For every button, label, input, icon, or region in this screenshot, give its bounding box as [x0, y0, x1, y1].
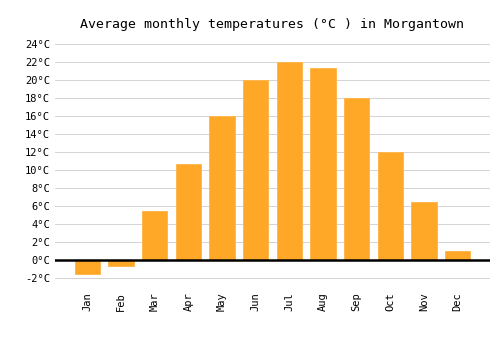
- Bar: [108, 260, 134, 266]
- Bar: [176, 164, 201, 260]
- Bar: [378, 152, 403, 260]
- Bar: [445, 251, 470, 260]
- Bar: [142, 210, 168, 260]
- Bar: [276, 62, 302, 260]
- Title: Average monthly temperatures (°C ) in Morgantown: Average monthly temperatures (°C ) in Mo…: [80, 18, 464, 31]
- Bar: [210, 116, 234, 260]
- Bar: [412, 202, 436, 260]
- Bar: [75, 260, 100, 273]
- Bar: [243, 80, 268, 260]
- Bar: [344, 98, 370, 260]
- Bar: [310, 68, 336, 260]
